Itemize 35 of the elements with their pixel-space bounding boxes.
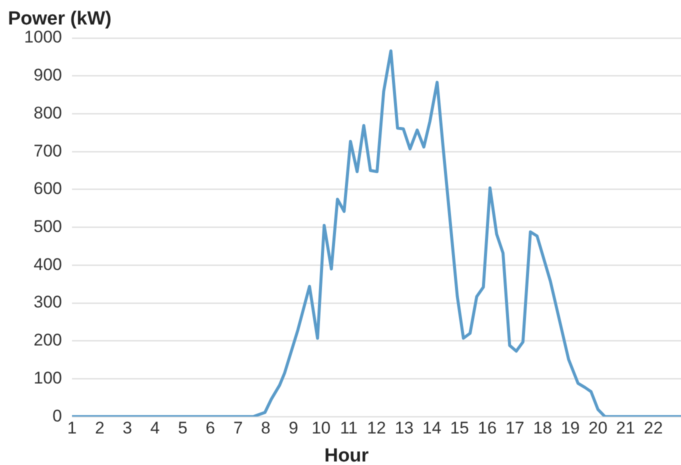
x-tick-label: 8	[261, 418, 271, 438]
x-tick-label: 14	[422, 418, 442, 438]
y-tick-label: 400	[34, 254, 62, 274]
y-axis-title: Power (kW)	[8, 8, 112, 30]
x-tick-label: 7	[233, 418, 243, 438]
x-tick-label: 10	[312, 418, 331, 438]
x-tick-label: 3	[122, 418, 132, 438]
x-tick-label: 13	[394, 418, 414, 438]
x-tick-label: 22	[644, 418, 663, 438]
x-tick-label: 21	[616, 418, 636, 438]
x-tick-label: 15	[450, 418, 470, 438]
x-tick-label: 9	[288, 418, 298, 438]
x-tick-label: 1	[67, 418, 77, 438]
x-tick-label: 5	[178, 418, 188, 438]
y-tick-label: 700	[34, 141, 62, 160]
x-tick-label: 4	[150, 418, 160, 438]
x-tick-label: 11	[340, 418, 358, 438]
x-tick-label: 2	[94, 418, 104, 438]
y-tick-label: 600	[34, 179, 62, 198]
x-tick-label: 19	[560, 418, 580, 438]
y-tick-label: 100	[34, 368, 62, 388]
x-tick-label: 17	[505, 418, 524, 438]
y-tick-label: 0	[52, 406, 62, 426]
x-tick-label: 6	[206, 418, 216, 438]
y-tick-label: 1000	[24, 28, 62, 47]
y-tick-label: 200	[34, 330, 62, 350]
x-tick-label: 20	[588, 418, 608, 438]
y-tick-label: 800	[34, 103, 62, 122]
x-tick-label: 12	[367, 418, 386, 438]
x-axis-title: Hour	[324, 446, 370, 465]
y-tick-label: 900	[34, 66, 62, 85]
y-tick-label: 300	[34, 292, 62, 312]
x-tick-label: 16	[478, 418, 497, 438]
y-tick-label: 500	[34, 216, 62, 236]
x-tick-label: 18	[533, 418, 552, 438]
